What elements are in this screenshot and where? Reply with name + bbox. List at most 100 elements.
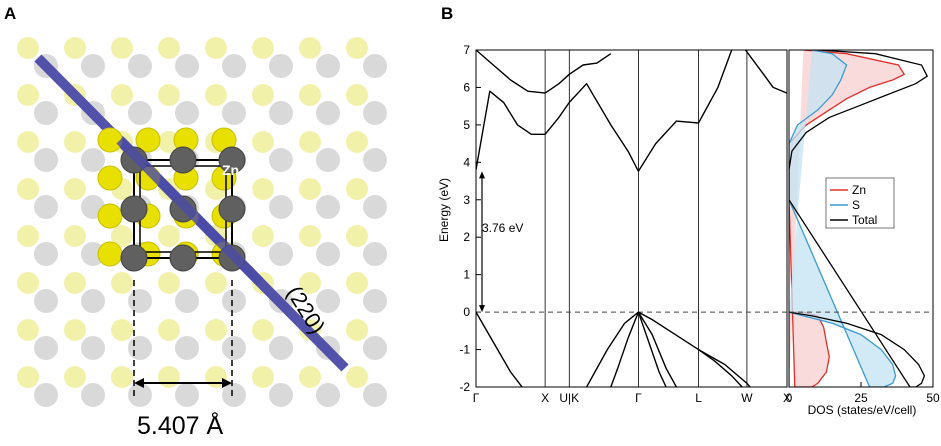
k-point-tick-label: U|K — [559, 391, 579, 405]
faded-zn-atom — [34, 195, 58, 219]
band-line — [637, 50, 733, 172]
faded-s-atom — [346, 84, 368, 106]
k-point-tick-label: X — [783, 391, 791, 405]
band-line — [544, 53, 612, 94]
k-point-tick-label: W — [741, 391, 753, 405]
band-gap-label: 3.76 eV — [482, 221, 523, 235]
faded-zn-atom — [363, 101, 387, 125]
faded-zn-atom — [269, 101, 293, 125]
faded-s-atom — [17, 37, 39, 59]
faded-s-atom — [252, 366, 274, 388]
faded-s-atom — [111, 319, 133, 341]
band-line — [476, 311, 523, 387]
faded-zn-atom — [34, 242, 58, 266]
band-ytick-label: 1 — [463, 268, 470, 282]
band-ytick-label: 4 — [463, 155, 470, 169]
band-ytick-label: 6 — [463, 80, 470, 94]
faded-zn-atom — [222, 54, 246, 78]
faded-zn-atom — [34, 383, 58, 407]
plane-bar-front — [116, 136, 264, 286]
panel-a-label: A — [4, 4, 16, 23]
faded-s-atom — [158, 84, 180, 106]
faded-s-atom — [111, 84, 133, 106]
faded-s-atom — [64, 37, 86, 59]
faded-zn-atom — [175, 289, 199, 313]
band-line — [544, 83, 640, 172]
faded-s-atom — [346, 37, 368, 59]
faded-zn-atom — [269, 195, 293, 219]
band-line — [744, 50, 787, 94]
faded-s-atom — [111, 366, 133, 388]
faded-s-atom — [299, 84, 321, 106]
band-line — [476, 90, 546, 170]
faded-zn-atom — [34, 148, 58, 172]
faded-s-atom — [64, 272, 86, 294]
zn-atom — [218, 195, 246, 223]
k-point-tick-label: Γ — [635, 391, 642, 405]
panel-a: A Zn S (220) 5.407 Å — [4, 4, 387, 440]
band-ytick-label: 3 — [463, 193, 470, 207]
faded-zn-atom — [128, 101, 152, 125]
faded-zn-atom — [175, 101, 199, 125]
s-atom — [97, 127, 123, 153]
dos-xtick-label: 25 — [854, 391, 868, 405]
faded-s-atom — [64, 131, 86, 153]
faded-zn-atom — [269, 54, 293, 78]
faded-zn-atom — [175, 336, 199, 360]
faded-s-atom — [111, 225, 133, 247]
panel-b: B Energy (eV) 3.76 eV Γ X U|K Γ L W X -2 -1 0 1 2 3 4… — [437, 4, 940, 417]
faded-zn-atom — [316, 289, 340, 313]
faded-zn-atom — [363, 148, 387, 172]
faded-s-atom — [299, 37, 321, 59]
faded-zn-atom — [316, 195, 340, 219]
dos-fill-s — [789, 50, 896, 387]
faded-s-atom — [111, 37, 133, 59]
lattice-constant-label: 5.407 Å — [137, 410, 224, 440]
dimension-arrowhead-left — [134, 378, 144, 388]
band-structure-plot: Energy (eV) 3.76 eV Γ X U|K Γ L W X -2 -1 0 1 2 3 4 5 6… — [437, 43, 791, 405]
faded-zn-atom — [128, 289, 152, 313]
faded-s-atom — [346, 272, 368, 294]
faded-s-atom — [17, 319, 39, 341]
faded-zn-atom — [363, 383, 387, 407]
zn-atom — [169, 146, 197, 174]
zn-atom-label: Zn — [222, 162, 239, 178]
band-line — [637, 311, 678, 387]
faded-s-atom — [158, 225, 180, 247]
unit-cell — [97, 127, 264, 286]
dos-line-s — [789, 50, 897, 387]
band-gap-arrowhead-top — [479, 171, 485, 179]
faded-zn-atom — [222, 383, 246, 407]
faded-zn-atom — [81, 336, 105, 360]
band-line — [476, 50, 546, 94]
faded-zn-atom — [269, 148, 293, 172]
faded-s-atom — [252, 84, 274, 106]
faded-zn-atom — [316, 383, 340, 407]
k-point-tick-label: X — [541, 391, 549, 405]
band-ytick-label: 7 — [463, 43, 470, 57]
faded-zn-atom — [81, 148, 105, 172]
legend-label-zn: Zn — [852, 183, 866, 197]
band-line — [638, 311, 752, 387]
legend-label-total: Total — [852, 213, 877, 227]
band-ylabel: Energy (eV) — [437, 178, 451, 242]
band-line — [698, 349, 743, 387]
dimension-arrowhead-right — [222, 378, 232, 388]
faded-s-atom — [17, 366, 39, 388]
band-ytick-label: 0 — [463, 305, 470, 319]
faded-s-atom — [346, 178, 368, 200]
dos-line-total — [789, 50, 929, 387]
faded-zn-atom — [316, 54, 340, 78]
faded-s-atom — [299, 366, 321, 388]
faded-s-atom — [205, 319, 227, 341]
s-atom-label: S — [244, 180, 253, 196]
faded-s-atom — [158, 319, 180, 341]
faded-s-atom — [64, 319, 86, 341]
faded-s-atom — [158, 272, 180, 294]
faded-s-atom — [17, 131, 39, 153]
faded-zn-atom — [363, 289, 387, 313]
faded-s-atom — [346, 319, 368, 341]
band-axes-frame — [475, 49, 788, 388]
faded-zn-atom — [222, 336, 246, 360]
